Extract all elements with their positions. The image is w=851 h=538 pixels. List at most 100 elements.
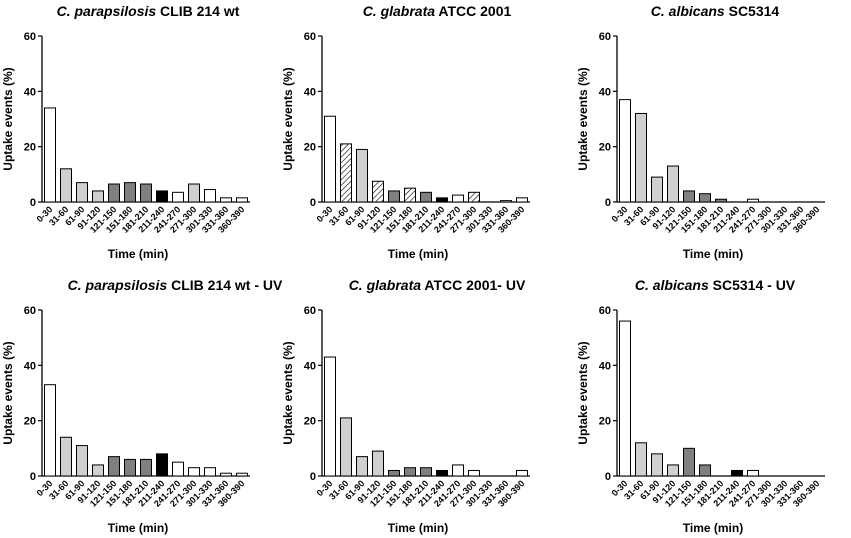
x-axis-label: Time (min)	[388, 521, 448, 535]
y-tick-label: 60	[304, 305, 316, 317]
bar-91-120	[92, 190, 104, 203]
chart-title-strain: ATCC 2001- UV	[421, 277, 526, 293]
y-tick-label: 40	[599, 86, 611, 98]
bar-31-60	[340, 417, 352, 477]
y-tick-label: 0	[605, 197, 611, 209]
bar-0-30	[44, 107, 56, 203]
y-axis-label: Uptake events (%)	[576, 341, 590, 444]
y-tick-label: 40	[304, 360, 316, 372]
chart-panel-5: C. glabrata ATCC 2001- UV 0 20 40 60 Uptake e…	[281, 277, 530, 535]
bar-271-300	[468, 469, 480, 477]
bar-271-300	[188, 183, 200, 203]
chart-title-species: C. albicans	[651, 3, 725, 19]
y-tick-label: 40	[24, 86, 36, 98]
bar-241-270	[452, 194, 464, 203]
bar-241-270	[172, 461, 184, 477]
bar-331-360	[220, 197, 232, 203]
chart-panel-2: C. glabrata ATCC 2001 0 20 40 60 Uptake event…	[281, 3, 530, 261]
bar-0-30	[619, 320, 631, 477]
bar-181-210	[420, 467, 432, 477]
chart-title: C. albicans SC5314	[651, 3, 780, 19]
chart-title-species: C. albicans	[635, 277, 709, 293]
bar-61-90	[76, 182, 88, 203]
chart-title: C. parapsilosis CLIB 214 wt	[57, 3, 240, 19]
y-axis-label: Uptake events (%)	[281, 67, 295, 170]
bar-0-30	[324, 356, 336, 477]
bar-121-150	[388, 190, 400, 203]
bar-301-330	[204, 467, 216, 477]
bar-61-90	[356, 148, 368, 203]
bar-31-60	[340, 143, 352, 203]
x-axis-label: Time (min)	[108, 247, 168, 261]
y-tick-label: 0	[30, 471, 36, 483]
bar-331-360	[500, 200, 512, 203]
bar-91-120	[372, 180, 384, 203]
chart-title-strain: CLIB 214 wt	[156, 3, 240, 19]
chart-panel-3: C. albicans SC5314 0 20 40 60 Uptake events (…	[576, 3, 825, 261]
chart-title-strain: SC5314	[725, 3, 780, 19]
bar-360-390	[516, 197, 528, 203]
y-tick-label: 0	[30, 197, 36, 209]
bar-61-90	[651, 176, 663, 203]
x-axis-label: Time (min)	[108, 521, 168, 535]
bar-360-390	[236, 472, 248, 477]
bar-181-210	[140, 183, 152, 203]
bar-0-30	[44, 384, 56, 477]
bar-241-270	[452, 464, 464, 477]
y-tick-label: 20	[304, 142, 316, 154]
y-axis-label: Uptake events (%)	[281, 341, 295, 444]
x-axis-label: Time (min)	[388, 247, 448, 261]
bar-121-150	[108, 183, 120, 203]
bar-91-120	[667, 464, 679, 477]
bar-91-120	[372, 450, 384, 477]
y-tick-label: 60	[599, 31, 611, 43]
y-tick-label: 20	[24, 142, 36, 154]
bar-31-60	[60, 436, 72, 477]
bar-241-270	[747, 198, 759, 203]
bar-301-330	[204, 189, 216, 203]
y-tick-label: 0	[605, 471, 611, 483]
bar-241-270	[172, 191, 184, 203]
x-axis-label: Time (min)	[683, 247, 743, 261]
chart-title: C. glabrata ATCC 2001- UV	[349, 277, 526, 293]
bar-151-180	[404, 467, 416, 477]
y-tick-label: 20	[24, 416, 36, 428]
y-axis-label: Uptake events (%)	[1, 67, 15, 170]
y-tick-label: 0	[310, 197, 316, 209]
y-tick-label: 60	[304, 31, 316, 43]
chart-panel-1: C. parapsilosis CLIB 214 wt 0 20 40 60 Uptake…	[1, 3, 250, 261]
chart-title-strain: CLIB 214 wt - UV	[167, 277, 283, 293]
bar-360-390	[516, 469, 528, 477]
chart-title-species: C. parapsilosis	[68, 277, 168, 293]
bar-331-360	[220, 472, 232, 477]
y-tick-label: 0	[310, 471, 316, 483]
y-tick-label: 40	[304, 86, 316, 98]
bar-151-180	[699, 464, 711, 477]
bar-151-180	[124, 458, 136, 477]
chart-title-strain: ATCC 2001	[435, 3, 511, 19]
bar-211-240	[731, 469, 743, 477]
bar-31-60	[635, 112, 647, 203]
y-tick-label: 40	[599, 360, 611, 372]
chart-title-species: C. parapsilosis	[57, 3, 157, 19]
chart-panel-4: C. parapsilosis CLIB 214 wt - UV 0 20 40 60 U…	[1, 277, 283, 535]
bar-31-60	[635, 442, 647, 477]
bar-121-150	[388, 469, 400, 477]
bar-61-90	[356, 456, 368, 477]
y-axis-label: Uptake events (%)	[576, 67, 590, 170]
y-tick-label: 40	[24, 360, 36, 372]
y-tick-label: 20	[304, 416, 316, 428]
bar-61-90	[651, 453, 663, 477]
bar-211-240	[156, 453, 168, 477]
bar-121-150	[683, 447, 695, 477]
bar-31-60	[60, 168, 72, 203]
bar-211-240	[156, 190, 168, 203]
chart-title: C. parapsilosis CLIB 214 wt - UV	[68, 277, 283, 293]
chart-title-strain: SC5314 - UV	[709, 277, 796, 293]
bar-151-180	[404, 187, 416, 203]
bar-181-210	[140, 458, 152, 477]
bar-241-270	[747, 469, 759, 477]
bar-271-300	[188, 467, 200, 477]
y-tick-label: 20	[599, 142, 611, 154]
